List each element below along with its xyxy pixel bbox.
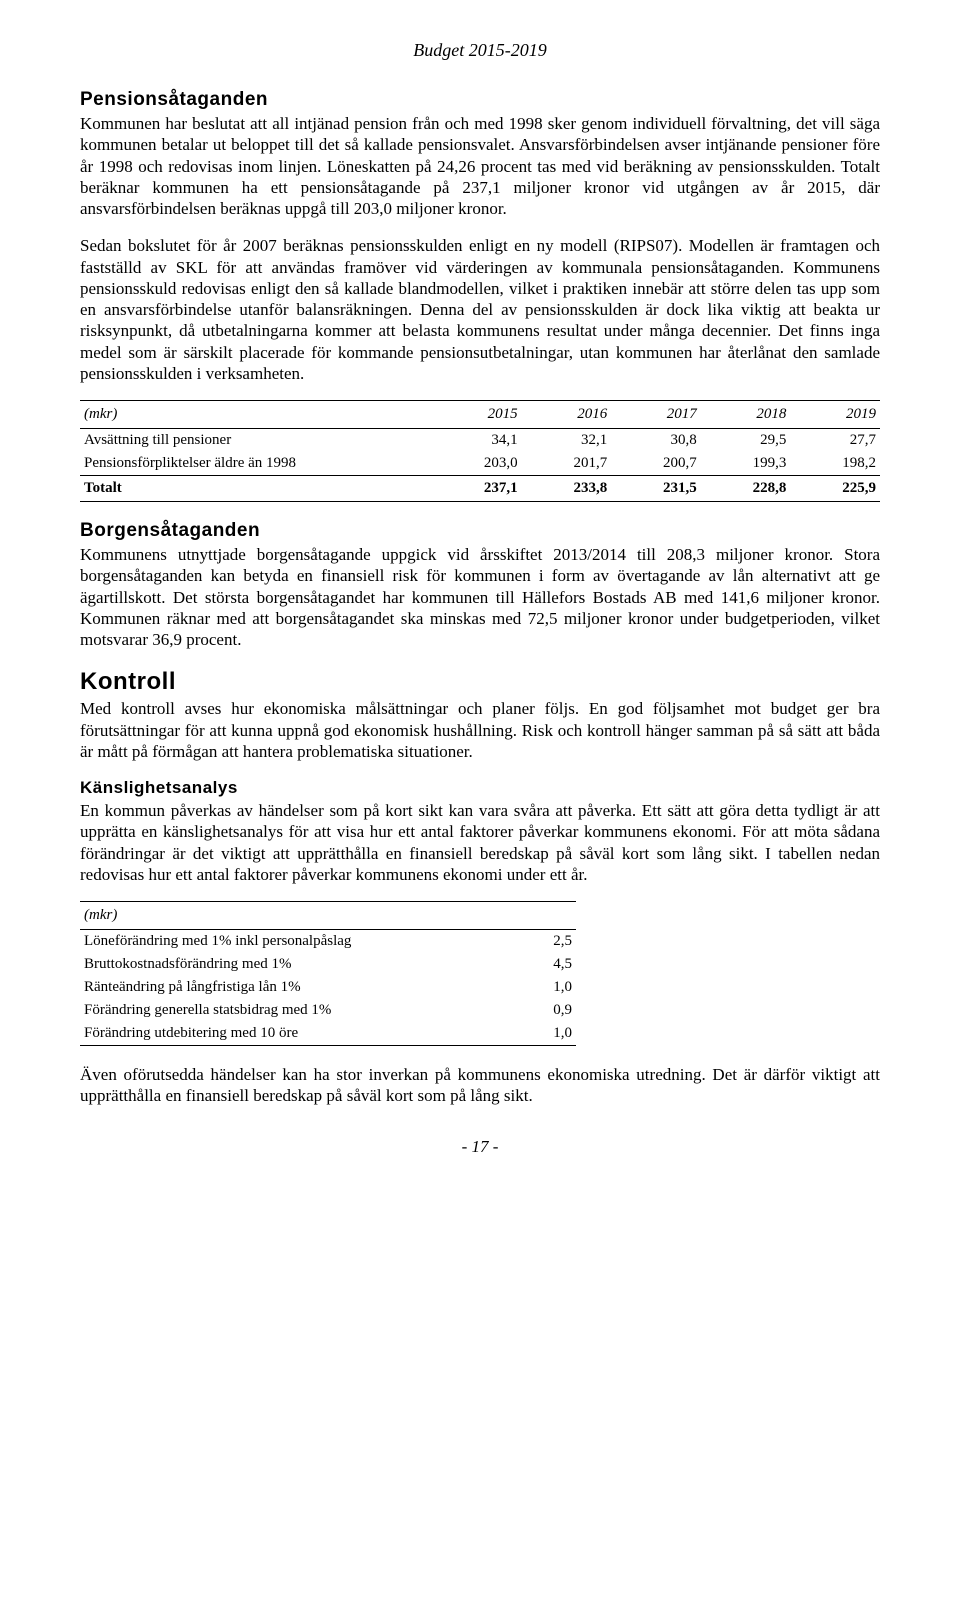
col-header: (mkr) [80, 902, 467, 930]
cell-total: Totalt [80, 476, 432, 502]
cell-total: 233,8 [522, 476, 612, 502]
cell: 198,2 [790, 452, 880, 476]
cell: Pensionsförpliktelser äldre än 1998 [80, 452, 432, 476]
cell: 201,7 [522, 452, 612, 476]
cell: Förändring generella statsbidrag med 1% [80, 999, 467, 1022]
col-header: (mkr) [80, 401, 432, 429]
section-title-pensions: Pensionsåtaganden [80, 89, 880, 111]
col-header: 2017 [611, 401, 701, 429]
cell: 27,7 [790, 429, 880, 453]
paragraph: Kommunen har beslutat att all intjänad p… [80, 113, 880, 219]
paragraph: En kommun påverkas av händelser som på k… [80, 800, 880, 885]
document-page: Budget 2015-2019 Pensionsåtaganden Kommu… [0, 0, 960, 1197]
cell-total: 231,5 [611, 476, 701, 502]
cell: Förändring utdebitering med 10 öre [80, 1022, 467, 1046]
cell-total: 225,9 [790, 476, 880, 502]
page-header: Budget 2015-2019 [80, 40, 880, 61]
pensions-table: (mkr) 2015 2016 2017 2018 2019 Avsättnin… [80, 400, 880, 502]
section-title-kontroll: Kontroll [80, 668, 880, 696]
cell: 32,1 [522, 429, 612, 453]
cell: 2,5 [467, 930, 576, 954]
paragraph: Sedan bokslutet för år 2007 beräknas pen… [80, 235, 880, 384]
cell: 4,5 [467, 953, 576, 976]
sensitivity-table: (mkr) Löneförändring med 1% inkl persona… [80, 901, 576, 1046]
cell: 0,9 [467, 999, 576, 1022]
col-header: 2018 [701, 401, 791, 429]
cell: Löneförändring med 1% inkl personalpåsla… [80, 930, 467, 954]
cell: Bruttokostnadsförändring med 1% [80, 953, 467, 976]
cell: 30,8 [611, 429, 701, 453]
cell: 29,5 [701, 429, 791, 453]
cell: 1,0 [467, 976, 576, 999]
section-title-borgens: Borgensåtaganden [80, 520, 880, 542]
paragraph: Kommunens utnyttjade borgensåtagande upp… [80, 544, 880, 650]
cell: 34,1 [432, 429, 522, 453]
paragraph: Med kontroll avses hur ekonomiska målsät… [80, 698, 880, 762]
col-header: 2016 [522, 401, 612, 429]
col-header: 2019 [790, 401, 880, 429]
col-header: 2015 [432, 401, 522, 429]
cell: 1,0 [467, 1022, 576, 1046]
col-header [467, 902, 576, 930]
cell: 200,7 [611, 452, 701, 476]
page-footer: - 17 - [80, 1137, 880, 1157]
paragraph: Även oförutsedda händelser kan ha stor i… [80, 1064, 880, 1107]
cell-total: 237,1 [432, 476, 522, 502]
section-title-kanslighet: Känslighetsanalys [80, 778, 880, 798]
cell: Avsättning till pensioner [80, 429, 432, 453]
cell: 199,3 [701, 452, 791, 476]
cell: 203,0 [432, 452, 522, 476]
cell: Ränteändring på långfristiga lån 1% [80, 976, 467, 999]
cell-total: 228,8 [701, 476, 791, 502]
